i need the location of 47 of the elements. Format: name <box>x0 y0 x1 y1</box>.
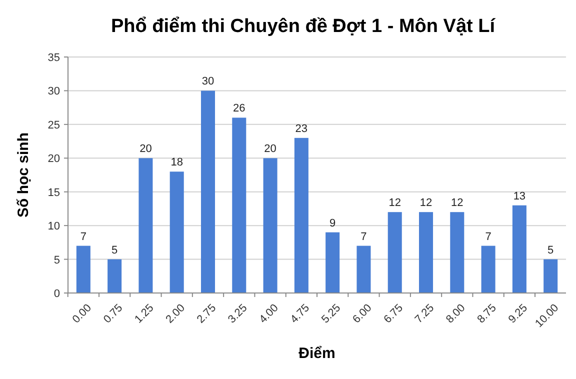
x-axis-title: Điểm <box>298 345 336 362</box>
x-tick-label: 6.00 <box>350 302 374 326</box>
data-label: 13 <box>513 190 526 202</box>
bar <box>263 158 278 293</box>
y-axis-title: Số học sinh <box>15 132 32 218</box>
data-label: 12 <box>451 197 464 210</box>
bar <box>450 212 464 293</box>
data-label: 30 <box>202 76 214 88</box>
bar <box>326 232 340 293</box>
data-label: 7 <box>485 230 492 243</box>
bar <box>138 158 153 293</box>
y-tick-label: 35 <box>48 52 60 64</box>
data-label: 20 <box>140 143 152 156</box>
bar <box>294 138 308 293</box>
bar <box>419 212 434 293</box>
bar <box>388 212 402 293</box>
y-tick-label: 0 <box>54 288 60 300</box>
bar <box>481 246 496 293</box>
x-tick-label: 8.00 <box>444 302 468 326</box>
data-label: 5 <box>112 244 118 256</box>
data-label: 18 <box>170 156 183 169</box>
bar <box>232 118 246 293</box>
y-tick-label: 30 <box>48 86 60 98</box>
x-tick-label: 0.00 <box>70 302 94 326</box>
bar <box>76 246 90 293</box>
bar <box>170 172 184 293</box>
bar <box>544 259 558 293</box>
x-tick-label: 4.00 <box>257 302 281 326</box>
bar <box>356 246 371 293</box>
data-label: 23 <box>295 122 308 135</box>
bar <box>512 205 526 293</box>
bar <box>108 259 122 293</box>
y-tick-label: 25 <box>48 119 60 132</box>
data-label: 20 <box>264 143 276 156</box>
data-label: 7 <box>360 230 367 243</box>
data-label: 12 <box>420 197 432 210</box>
data-label: 9 <box>330 217 336 230</box>
y-tick-label: 20 <box>48 153 60 166</box>
data-label: 5 <box>548 244 554 256</box>
y-tick-label: 5 <box>54 254 60 266</box>
bar <box>200 90 215 293</box>
data-label: 12 <box>388 197 401 210</box>
chart-title: Phổ điểm thi Chuyên đề Đợt 1 - Môn Vật Lí <box>110 16 496 37</box>
y-tick-label: 15 <box>48 186 60 199</box>
data-label: 26 <box>233 102 246 115</box>
y-tick-label: 10 <box>48 220 60 233</box>
data-label: 7 <box>80 230 86 243</box>
